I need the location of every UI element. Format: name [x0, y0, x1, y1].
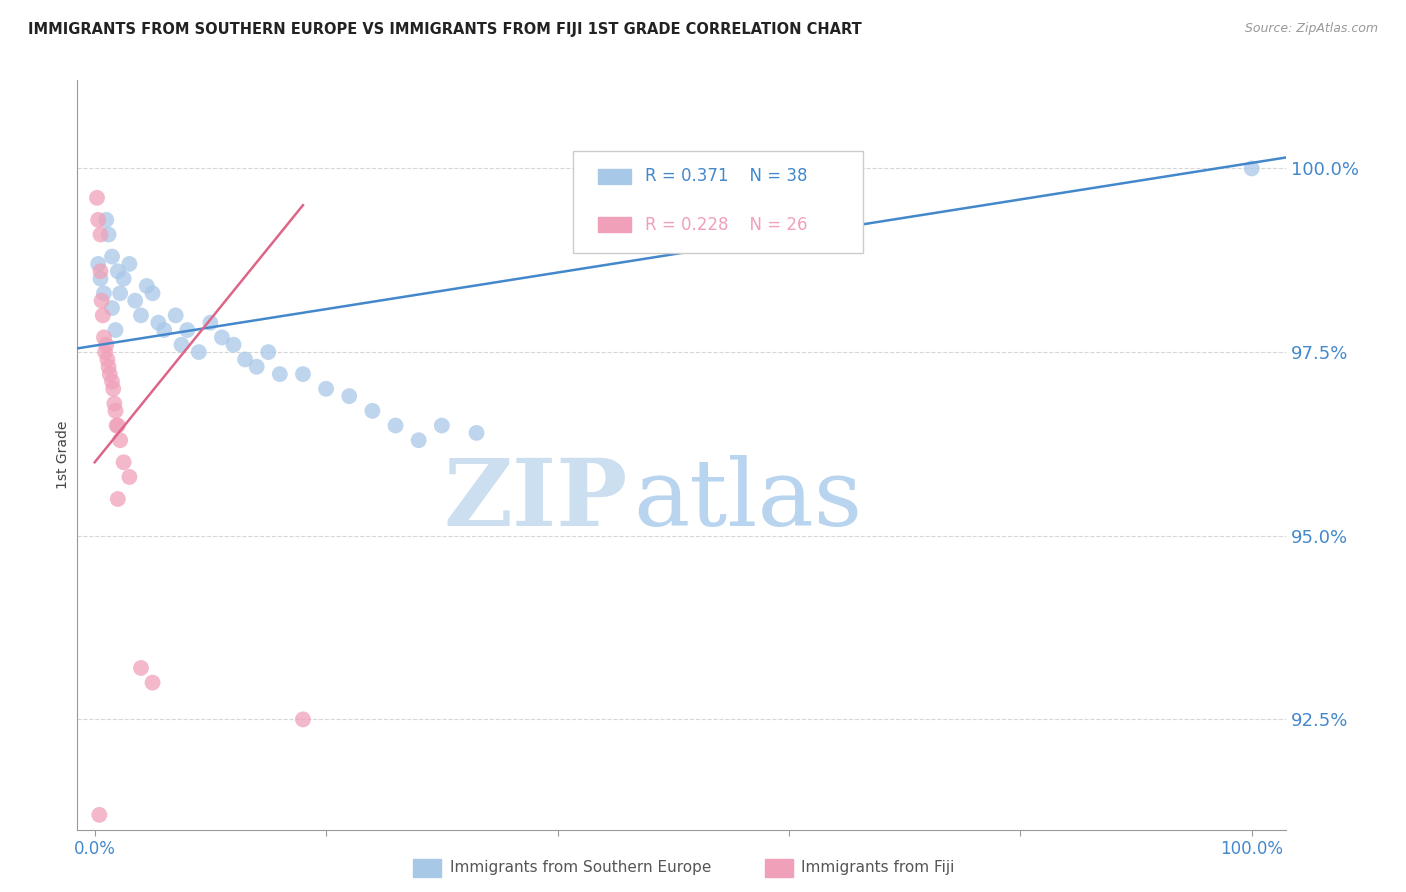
Point: [97, 227, 120, 242]
Point: [170, 337, 193, 351]
Point: [108, 286, 131, 301]
Point: [89, 271, 111, 285]
Point: [118, 257, 141, 271]
Point: [107, 264, 129, 278]
Point: [187, 345, 209, 359]
Point: [89, 808, 111, 822]
Point: [105, 418, 128, 433]
Y-axis label: 1st Grade: 1st Grade: [56, 421, 70, 489]
Point: [315, 382, 337, 396]
Text: R = 0.228    N = 26: R = 0.228 N = 26: [645, 216, 807, 234]
Text: R = 0.371    N = 38: R = 0.371 N = 38: [645, 167, 807, 186]
Point: [269, 367, 291, 381]
FancyBboxPatch shape: [599, 218, 631, 233]
Point: [103, 382, 125, 396]
Text: ZIP: ZIP: [443, 455, 627, 545]
Point: [93, 330, 115, 344]
Point: [408, 434, 430, 448]
Point: [361, 404, 384, 418]
Point: [129, 309, 152, 323]
Point: [112, 271, 135, 285]
Point: [211, 330, 233, 344]
Point: [107, 491, 129, 506]
Point: [233, 352, 256, 367]
Point: [112, 455, 135, 469]
Text: atlas: atlas: [634, 455, 863, 545]
Point: [96, 352, 118, 367]
Text: Immigrants from Fiji: Immigrants from Fiji: [801, 861, 955, 875]
Point: [291, 712, 314, 726]
Point: [87, 257, 110, 271]
Point: [141, 675, 163, 690]
Point: [222, 337, 245, 351]
Point: [101, 250, 124, 264]
Point: [108, 434, 131, 448]
Point: [291, 367, 314, 381]
Point: [118, 470, 141, 484]
FancyBboxPatch shape: [599, 169, 631, 184]
Text: IMMIGRANTS FROM SOUTHERN EUROPE VS IMMIGRANTS FROM FIJI 1ST GRADE CORRELATION CH: IMMIGRANTS FROM SOUTHERN EUROPE VS IMMIG…: [28, 22, 862, 37]
Point: [107, 418, 129, 433]
Point: [101, 375, 124, 389]
Text: Source: ZipAtlas.com: Source: ZipAtlas.com: [1244, 22, 1378, 36]
Point: [165, 309, 187, 323]
Point: [200, 316, 222, 330]
Text: Immigrants from Southern Europe: Immigrants from Southern Europe: [450, 861, 711, 875]
Point: [86, 191, 108, 205]
Point: [96, 337, 118, 351]
Point: [135, 279, 157, 293]
Point: [94, 345, 117, 359]
Point: [129, 661, 152, 675]
Point: [101, 301, 124, 315]
Point: [93, 286, 115, 301]
Point: [124, 293, 146, 308]
Point: [89, 227, 111, 242]
Point: [148, 316, 170, 330]
Point: [465, 425, 488, 440]
Point: [430, 418, 453, 433]
Point: [104, 323, 127, 337]
Point: [1240, 161, 1263, 176]
Point: [246, 359, 269, 374]
Point: [384, 418, 406, 433]
Point: [103, 396, 125, 410]
Point: [87, 212, 110, 227]
Point: [89, 264, 111, 278]
Point: [153, 323, 176, 337]
Point: [96, 212, 118, 227]
Point: [91, 309, 114, 323]
Point: [90, 293, 112, 308]
Point: [98, 367, 121, 381]
Point: [257, 345, 280, 359]
Point: [104, 404, 127, 418]
FancyBboxPatch shape: [574, 152, 863, 252]
Point: [337, 389, 360, 403]
Point: [97, 359, 120, 374]
Point: [176, 323, 198, 337]
Point: [141, 286, 163, 301]
